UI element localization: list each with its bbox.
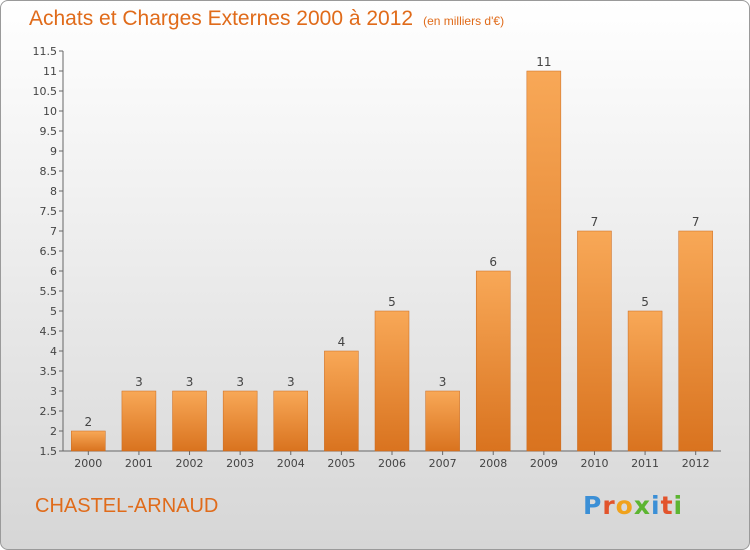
bar-2009	[526, 70, 562, 452]
y-tick-label: 5	[50, 305, 57, 318]
chart-subtitle: (en milliers d'€)	[423, 14, 505, 28]
y-tick-label: 11	[43, 65, 57, 78]
logo-letter: i	[651, 491, 661, 520]
y-tick-label: 3	[50, 385, 57, 398]
x-tick-label: 2000	[74, 457, 102, 470]
y-tick-label: 4	[50, 345, 57, 358]
value-label: 5	[388, 295, 396, 309]
value-label: 3	[439, 375, 447, 389]
logo-letter: P	[583, 491, 603, 520]
value-label: 7	[591, 215, 599, 229]
proxiti-logo[interactable]: Proxiti	[583, 491, 683, 520]
x-tick-label: 2001	[125, 457, 153, 470]
bar-2010	[577, 230, 612, 452]
y-tick-label: 4.5	[40, 325, 58, 338]
x-tick-label: 2002	[176, 457, 204, 470]
y-tick-label: 6.5	[40, 245, 58, 258]
value-label: 6	[489, 255, 497, 269]
chart-title-block: Achats et Charges Externes 2000 à 2012 (e…	[29, 7, 504, 31]
value-label: 3	[135, 375, 143, 389]
bar-2002	[172, 390, 207, 452]
x-tick-label: 2005	[327, 457, 355, 470]
value-label: 4	[338, 335, 346, 349]
y-tick-label: 7	[50, 225, 57, 238]
bar-2001	[121, 390, 157, 452]
x-tick-label: 2010	[580, 457, 608, 470]
x-tick-label: 2011	[631, 457, 659, 470]
chart-title: Achats et Charges Externes 2000 à 2012	[29, 7, 414, 30]
x-tick-label: 2012	[682, 457, 710, 470]
y-tick-label: 2	[50, 425, 57, 438]
value-label: 2	[84, 415, 92, 429]
x-tick-label: 2003	[226, 457, 254, 470]
y-tick-label: 3.5	[40, 365, 58, 378]
logo-letter: o	[615, 491, 634, 520]
x-tick-label: 2009	[530, 457, 558, 470]
bar-2011	[627, 310, 663, 452]
y-tick-label: 8	[50, 185, 57, 198]
bar-2004	[273, 390, 309, 452]
y-tick-label: 10.5	[33, 85, 58, 98]
bar-2000	[71, 430, 106, 452]
y-tick-label: 9.5	[40, 125, 58, 138]
x-tick-label: 2004	[277, 457, 305, 470]
x-tick-label: 2006	[378, 457, 406, 470]
value-label: 3	[236, 375, 244, 389]
bar-2008	[475, 270, 511, 452]
logo-letter: x	[633, 491, 651, 520]
bar-2007	[425, 390, 460, 452]
value-label: 3	[186, 375, 194, 389]
x-tick-label: 2008	[479, 457, 507, 470]
logo-letter: i	[673, 491, 684, 520]
value-label: 11	[536, 55, 551, 69]
y-tick-label: 2.5	[40, 405, 58, 418]
logo-letter: r	[602, 491, 616, 520]
bar-2003	[222, 390, 258, 452]
x-tick-label: 2007	[429, 457, 457, 470]
y-tick-label: 8.5	[40, 165, 58, 178]
y-tick-label: 11.5	[33, 45, 58, 58]
bar-2005	[324, 350, 359, 452]
value-label: 5	[641, 295, 649, 309]
y-tick-label: 10	[43, 105, 57, 118]
y-tick-label: 6	[50, 265, 57, 278]
bar-2012	[678, 230, 713, 452]
y-tick-label: 9	[50, 145, 57, 158]
y-tick-label: 7.5	[40, 205, 58, 218]
value-label: 7	[692, 215, 700, 229]
y-tick-label: 5.5	[40, 285, 58, 298]
logo-letter: t	[660, 491, 674, 520]
place-name: CHASTEL-ARNAUD	[35, 495, 219, 517]
bar-2006	[374, 310, 410, 452]
value-label: 3	[287, 375, 295, 389]
y-tick-label: 1.5	[40, 445, 58, 458]
